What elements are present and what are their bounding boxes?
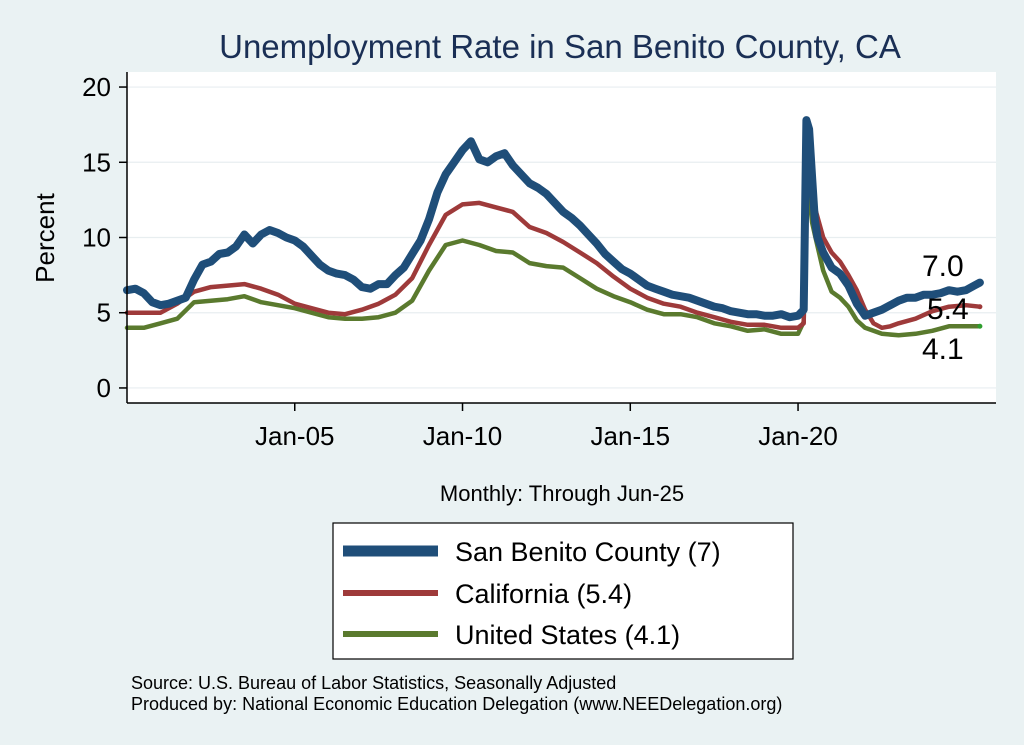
- series-endpoint-california: [977, 304, 983, 310]
- x-ticks: Jan-05 Jan-10 Jan-15 Jan-20: [255, 403, 838, 451]
- end-label-united-states: 4.1: [922, 333, 964, 366]
- end-label-california: 5.4: [927, 293, 969, 326]
- x-tick-label-jan-10: Jan-10: [423, 421, 503, 451]
- series-endpoint-san-benito: [977, 280, 983, 286]
- end-label-san-benito: 7.0: [922, 250, 964, 283]
- x-axis-label: Monthly: Through Jun-25: [440, 481, 684, 506]
- y-tick-label-5: 5: [97, 298, 111, 328]
- series-layer: [123, 116, 984, 338]
- y-tick-label-15: 15: [82, 147, 111, 177]
- series-line-california: [124, 144, 983, 331]
- legend-label-california: California (5.4): [455, 579, 632, 609]
- legend-label-san-benito: San Benito County (7): [455, 537, 721, 567]
- x-tick-label-jan-20: Jan-20: [758, 421, 838, 451]
- legend: San Benito County (7) California (5.4) U…: [332, 522, 794, 660]
- gridlines: [127, 86, 996, 389]
- y-ticks: 0 5 10 15 20: [82, 72, 127, 403]
- series-line-san-benito: [123, 116, 984, 322]
- x-tick-label-jan-15: Jan-15: [591, 421, 671, 451]
- source-note: Source: U.S. Bureau of Labor Statistics,…: [131, 673, 616, 693]
- y-tick-label-10: 10: [82, 223, 111, 253]
- series-endpoint-united-states: [977, 323, 983, 329]
- series-line-united-states: [124, 164, 983, 338]
- chart-title: Unemployment Rate in San Benito County, …: [219, 28, 901, 65]
- x-tick-label-jan-05: Jan-05: [255, 421, 335, 451]
- legend-label-united-states: United States (4.1): [455, 620, 680, 650]
- y-tick-label-20: 20: [82, 72, 111, 102]
- y-tick-label-0: 0: [97, 373, 111, 403]
- producer-note: Produced by: National Economic Education…: [131, 694, 782, 714]
- y-axis-label: Percent: [30, 192, 60, 282]
